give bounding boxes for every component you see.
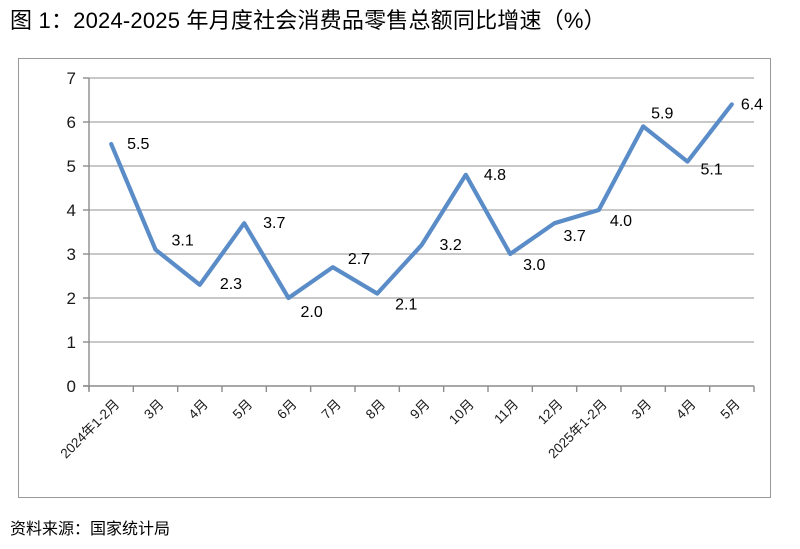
data-point-label: 5.1: [701, 162, 723, 179]
x-tick-label: 4月: [185, 397, 210, 422]
figure-title: 图 1：2024-2025 年月度社会消费品零售总额同比增速（%）: [10, 8, 606, 33]
x-tick-label: 3月: [141, 397, 166, 422]
y-tick-label: 4: [67, 201, 76, 220]
x-tick-label: 6月: [274, 397, 299, 422]
data-point-label: 3.7: [564, 228, 586, 245]
x-tick-label: 5月: [717, 397, 742, 422]
x-tick-label: 10月: [446, 397, 477, 428]
x-tick-label: 4月: [673, 397, 698, 422]
data-point-label: 4.8: [484, 167, 506, 184]
x-tick-label: 5月: [230, 397, 255, 422]
y-tick-label: 1: [67, 333, 76, 352]
data-point-label: 6.4: [741, 96, 763, 113]
y-tick-label: 7: [67, 69, 76, 88]
data-point-label: 4.0: [610, 213, 632, 230]
x-tick-label: 7月: [318, 397, 343, 422]
source-note: 资料来源：国家统计局: [10, 521, 171, 538]
x-tick-label: 2024年1-2月: [58, 397, 123, 462]
x-tick-label: 11月: [491, 397, 521, 427]
y-tick-label: 6: [67, 113, 76, 132]
x-tick-label: 12月: [535, 397, 566, 428]
data-series-line: [109, 102, 734, 301]
x-tick-label: 3月: [629, 397, 654, 422]
data-point-label: 5.9: [651, 105, 673, 122]
line-chart: 0 1 2 3 4 5 6 7 2024年1-2月 3月 4月 5月 6月 7月 8月 9月 10月 11月 12月…: [58, 69, 764, 462]
y-tick-label: 5: [67, 157, 76, 176]
y-tick-label: 2: [67, 289, 76, 308]
data-point-label: 2.1: [395, 297, 417, 314]
data-point-label: 5.5: [127, 136, 149, 153]
data-point-label: 2.0: [301, 304, 323, 321]
y-tick-label: 3: [67, 245, 76, 264]
data-point-label: 3.2: [440, 237, 462, 254]
data-point-label: 3.1: [172, 233, 194, 250]
y-tick-label: 0: [67, 377, 76, 396]
x-tick-label: 9月: [407, 397, 432, 422]
data-point-label: 2.3: [220, 276, 242, 293]
data-point-label: 3.7: [263, 215, 285, 232]
chart-container: 0 1 2 3 4 5 6 7 2024年1-2月 3月 4月 5月 6月 7月 8月 9月 10月 11月 12月…: [18, 58, 771, 498]
data-point-label: 2.7: [348, 251, 370, 268]
data-point-label: 3.0: [523, 257, 545, 274]
x-tick-label: 8月: [363, 397, 388, 422]
